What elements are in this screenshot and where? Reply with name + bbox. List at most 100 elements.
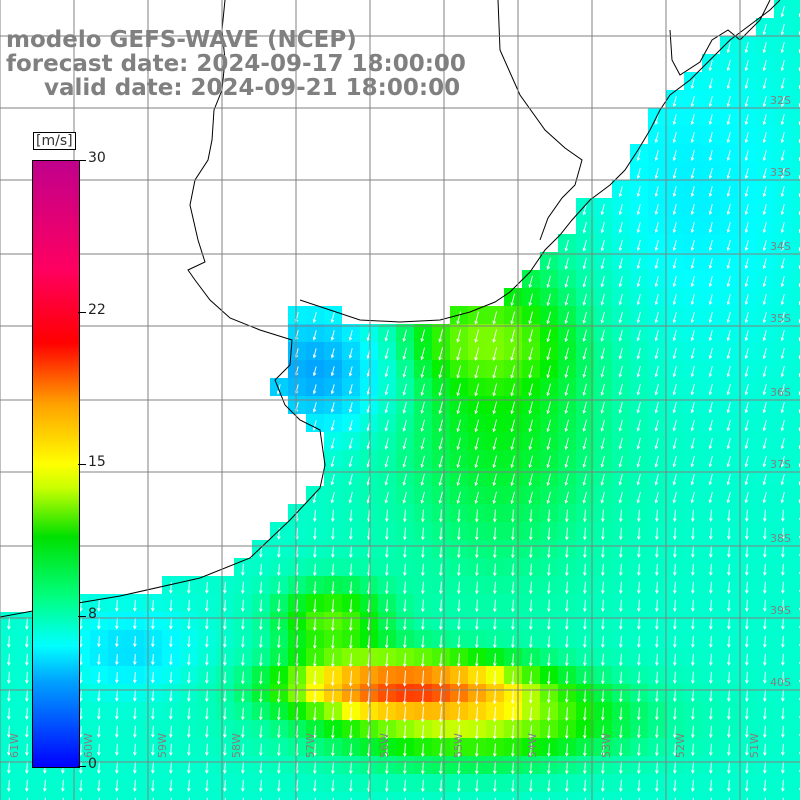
wind-arrow	[493, 761, 497, 775]
wind-cell	[306, 486, 324, 504]
wind-cell	[576, 306, 594, 324]
wind-arrow	[780, 275, 785, 288]
wind-arrow	[511, 779, 515, 793]
wind-arrow	[546, 401, 551, 415]
wind-arrow	[546, 293, 551, 307]
wind-arrow	[582, 275, 587, 288]
wind-arrow	[763, 617, 767, 630]
wind-arrow	[547, 635, 551, 649]
wind-arrow	[780, 77, 785, 90]
wind-arrow	[348, 725, 353, 740]
wind-arrow	[781, 617, 785, 630]
wind-arrow	[97, 707, 101, 720]
wind-arrow	[402, 329, 407, 342]
wind-arrow	[402, 653, 407, 668]
wind-arrow	[493, 779, 497, 793]
wind-arrow	[781, 707, 785, 720]
wind-arrow	[672, 258, 677, 270]
wind-arrow	[744, 186, 749, 198]
wind-arrow	[438, 365, 443, 379]
wind-arrow	[402, 401, 407, 414]
wind-arrow	[600, 221, 605, 234]
wind-arrow	[600, 203, 605, 216]
wind-arrow	[475, 581, 479, 595]
wind-arrow	[259, 617, 263, 631]
wind-arrow	[763, 779, 767, 792]
wind-arrow	[673, 707, 677, 721]
wind-arrow	[691, 779, 695, 792]
wind-cell	[792, 594, 800, 612]
wind-cell	[774, 72, 792, 90]
wind-cell	[738, 126, 756, 144]
wind-cell	[702, 54, 720, 72]
wind-cell	[594, 252, 612, 270]
wind-arrow	[709, 725, 713, 739]
wind-arrow	[421, 527, 425, 541]
wind-cell	[396, 792, 414, 800]
wind-cell	[342, 414, 360, 432]
wind-cell	[738, 360, 756, 378]
wind-arrow	[762, 239, 767, 252]
wind-cell	[774, 432, 792, 450]
wind-cell	[756, 288, 774, 306]
wind-arrow	[439, 599, 443, 613]
wind-cell	[450, 414, 468, 432]
wind-arrow	[402, 491, 407, 504]
wind-arrow	[564, 239, 569, 252]
wind-cell	[324, 342, 342, 360]
wind-arrow	[781, 743, 785, 756]
wind-cell	[522, 792, 540, 800]
wind-arrow	[780, 23, 785, 36]
wind-arrow	[546, 455, 551, 469]
wind-arrow	[781, 509, 785, 522]
wind-arrow	[348, 617, 353, 632]
wind-arrow	[564, 383, 569, 397]
wind-arrow	[601, 617, 605, 631]
wind-arrow	[277, 725, 281, 739]
wind-arrow	[205, 635, 209, 648]
wind-arrow	[744, 131, 749, 144]
wind-arrow	[169, 761, 173, 774]
wind-arrow	[690, 401, 695, 414]
wind-cell	[270, 792, 288, 800]
wind-arrow	[763, 563, 767, 576]
wind-arrow	[330, 635, 335, 650]
wind-arrow	[457, 779, 461, 793]
wind-cell	[684, 144, 702, 162]
wind-arrow	[331, 779, 335, 793]
wind-arrow	[547, 509, 551, 523]
wind-cell	[792, 774, 800, 792]
wind-cell	[792, 180, 800, 198]
wind-cell	[774, 234, 792, 252]
wind-arrow	[726, 419, 731, 432]
wind-arrow	[546, 491, 551, 504]
wind-cell	[792, 468, 800, 486]
wind-arrow	[456, 706, 461, 723]
wind-arrow	[618, 473, 623, 486]
wind-arrow	[601, 743, 605, 757]
wind-cell	[684, 360, 702, 378]
wind-arrow	[673, 671, 677, 685]
wind-arrow	[600, 239, 605, 252]
wind-arrow	[348, 491, 353, 504]
wind-arrow	[582, 203, 587, 216]
wind-cell	[702, 216, 720, 234]
wind-arrow	[745, 779, 749, 792]
wind-arrow	[420, 365, 425, 379]
wind-arrow	[709, 509, 713, 522]
wind-arrow	[636, 203, 641, 216]
wind-arrow	[492, 401, 497, 415]
wind-arrow	[745, 617, 749, 630]
wind-arrow	[492, 347, 498, 361]
wind-arrow	[708, 59, 713, 72]
wind-arrow	[582, 383, 587, 396]
longitude-label: 58W	[230, 733, 243, 758]
wind-arrow	[582, 311, 587, 324]
wind-arrow	[330, 402, 335, 413]
wind-arrow	[312, 688, 317, 704]
wind-arrow	[601, 671, 605, 685]
wind-arrow	[690, 77, 695, 90]
wind-arrow	[763, 653, 767, 666]
wind-arrow	[690, 258, 695, 270]
wind-arrow	[348, 419, 353, 432]
